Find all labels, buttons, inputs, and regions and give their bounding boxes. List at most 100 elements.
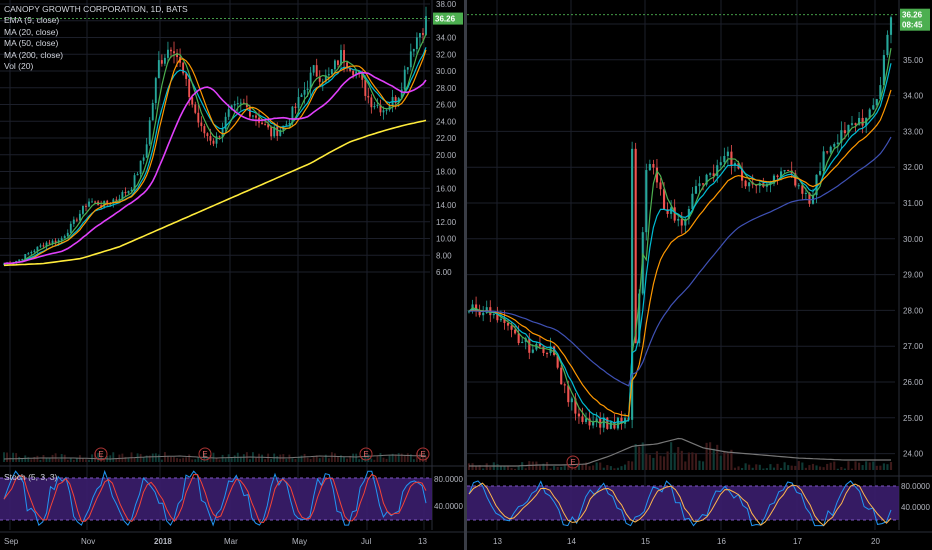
price-tick-label: 34.00 [903, 92, 924, 101]
volume-bar [758, 464, 761, 470]
right-chart-svg[interactable]: E36.0035.0034.0033.0032.0031.0030.0029.0… [467, 0, 932, 550]
volume-bar [616, 467, 620, 470]
candle-body [227, 109, 230, 117]
volume-bar [836, 468, 839, 470]
candle-body [422, 33, 424, 35]
earnings-marker [359, 447, 373, 461]
candle-body [822, 151, 825, 172]
candle-body [503, 318, 506, 323]
pane-divider[interactable] [464, 0, 467, 550]
candle-body [847, 124, 850, 134]
volume-bar [312, 456, 315, 462]
volume-bar [840, 466, 843, 470]
candle-body [716, 165, 719, 177]
candle-body [553, 346, 556, 356]
candle-body [836, 142, 839, 144]
legend-ma200[interactable]: MA (200, close) [4, 49, 64, 60]
time-tick-label: 2018 [154, 537, 172, 546]
volume-bar [45, 458, 48, 462]
volume-bar [403, 455, 406, 462]
candle-body [645, 170, 648, 233]
candle-body [218, 136, 221, 138]
candle-body [63, 236, 66, 239]
candle-body [691, 193, 694, 210]
volume-bar [599, 462, 602, 470]
volume-bar [819, 466, 822, 470]
candle-body [641, 232, 644, 294]
volume-bar [733, 467, 737, 470]
time-tick-label: 20 [871, 537, 880, 546]
legend-ema9[interactable]: EMA (9, close) [4, 15, 60, 26]
time-tick-label: 15 [641, 537, 650, 546]
candle-body [364, 79, 367, 96]
candle-body [687, 209, 690, 219]
candle-body [425, 16, 427, 35]
candle-body [349, 68, 352, 71]
volume-bar [655, 451, 659, 470]
candle-body [15, 260, 18, 263]
price-tick-label: 14.00 [436, 201, 457, 210]
volume-bar [100, 454, 103, 462]
candle-body [382, 110, 385, 113]
candle-body [173, 51, 175, 54]
earnings-marker-label: E [420, 450, 425, 459]
volume-bar [723, 450, 726, 470]
last-price-badge [900, 8, 930, 31]
price-tick-label: 28.00 [903, 306, 924, 315]
legend-ma50[interactable]: MA (50, close) [4, 38, 59, 49]
candle-body [303, 89, 306, 95]
volume-bar [613, 468, 616, 470]
volume-bar [191, 459, 194, 462]
volume-bar [730, 449, 733, 470]
volume-bar [499, 466, 502, 470]
time-tick-label: Mar [224, 537, 238, 546]
candle-body [318, 76, 321, 82]
candle-body [634, 148, 637, 344]
candle-body [666, 209, 669, 214]
candle-body [861, 117, 864, 126]
volume-bar [691, 452, 694, 470]
candle-body [581, 416, 584, 422]
volume-bar [154, 453, 157, 462]
left-chart-svg[interactable]: EEEE38.0036.0034.0032.0030.0028.0026.002… [0, 0, 464, 550]
volume-bar [826, 463, 829, 470]
candle-body [609, 421, 612, 429]
volume-bar [69, 457, 72, 462]
legend-ma20[interactable]: MA (20, close) [4, 26, 59, 37]
volume-bar [861, 465, 864, 470]
volume-bar [847, 461, 850, 470]
volume-bar [765, 468, 768, 470]
candle-body [680, 218, 683, 226]
candle-body [145, 144, 148, 158]
right-chart-pane[interactable]: E36.0035.0034.0033.0032.0031.0030.0029.0… [467, 0, 932, 550]
volume-bar [762, 468, 765, 470]
time-tick-label: 17 [793, 537, 802, 546]
candle-body [740, 168, 744, 181]
volume-bar [415, 452, 418, 462]
candle-body [333, 60, 336, 70]
candle-body [570, 398, 573, 403]
candle-body [130, 189, 133, 191]
volume-bar [606, 465, 609, 470]
candle-body [273, 126, 276, 137]
volume-bar [489, 466, 492, 470]
price-tick-label: 18.00 [436, 168, 457, 177]
volume-bar [115, 458, 118, 462]
volume-bar [822, 467, 825, 470]
candle-body [886, 34, 889, 56]
candle-body [167, 49, 169, 58]
volume-bar [748, 464, 751, 470]
legend-vol[interactable]: Vol (20) [4, 61, 34, 72]
left-chart-pane[interactable]: EEEE38.0036.0034.0032.0030.0028.0026.002… [0, 0, 464, 550]
volume-bar [705, 442, 708, 470]
volume-bar [684, 461, 687, 470]
bar-countdown-label: 08:45 [902, 21, 923, 30]
candle-body [42, 245, 45, 247]
candle-body [723, 156, 726, 163]
volume-bar [42, 455, 45, 462]
volume-bar [634, 444, 637, 470]
candle-body [652, 164, 655, 168]
volume-bar [886, 464, 889, 470]
candle-body [27, 253, 30, 255]
volume-bar [258, 453, 260, 462]
